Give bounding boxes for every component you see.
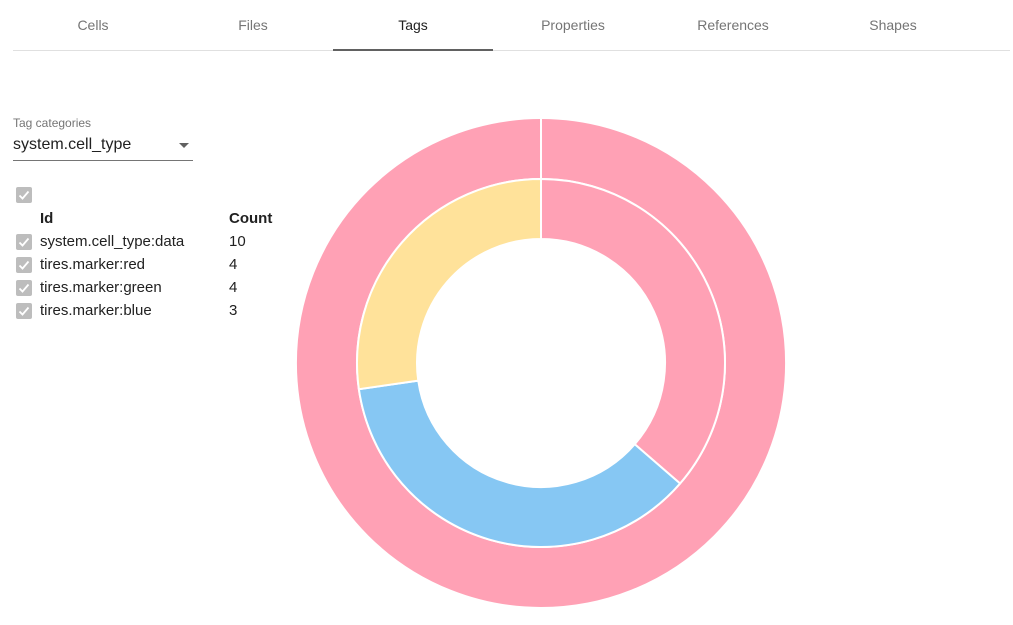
tab[interactable]: Cells (77, 17, 109, 33)
tag-id: tires.marker:blue (40, 302, 152, 319)
tag-id: tires.marker:green (40, 279, 162, 296)
active-tab-indicator (333, 49, 493, 51)
checkbox[interactable] (16, 303, 32, 319)
tag-count: 10 (229, 233, 246, 250)
column-header: Count (229, 210, 273, 227)
checkbox[interactable] (16, 280, 32, 296)
checkbox[interactable] (16, 187, 32, 203)
select-caret[interactable] (179, 143, 189, 148)
tag-id: tires.marker:red (40, 256, 146, 273)
tab[interactable]: Files (238, 17, 268, 33)
column-header: Id (40, 210, 54, 227)
tab-divider (13, 50, 1010, 51)
tag-id: system.cell_type:data (40, 233, 185, 250)
checkbox[interactable] (16, 257, 32, 273)
tab[interactable]: Tags (398, 17, 428, 33)
tab[interactable]: Shapes (869, 17, 917, 33)
tag-count: 4 (229, 256, 238, 273)
select-underline (13, 160, 193, 161)
select-label: Tag categories (13, 116, 92, 130)
tab[interactable]: Properties (541, 17, 605, 33)
checkbox[interactable] (16, 234, 32, 250)
tag-count: 4 (229, 279, 238, 296)
doughnut-segment[interactable] (357, 379, 682, 548)
tag-count: 3 (229, 302, 238, 319)
tab[interactable]: References (697, 17, 769, 33)
select-value[interactable]: system.cell_type (13, 136, 132, 153)
doughnut-segment[interactable] (356, 177, 542, 391)
doughnut-segment[interactable] (540, 177, 726, 485)
